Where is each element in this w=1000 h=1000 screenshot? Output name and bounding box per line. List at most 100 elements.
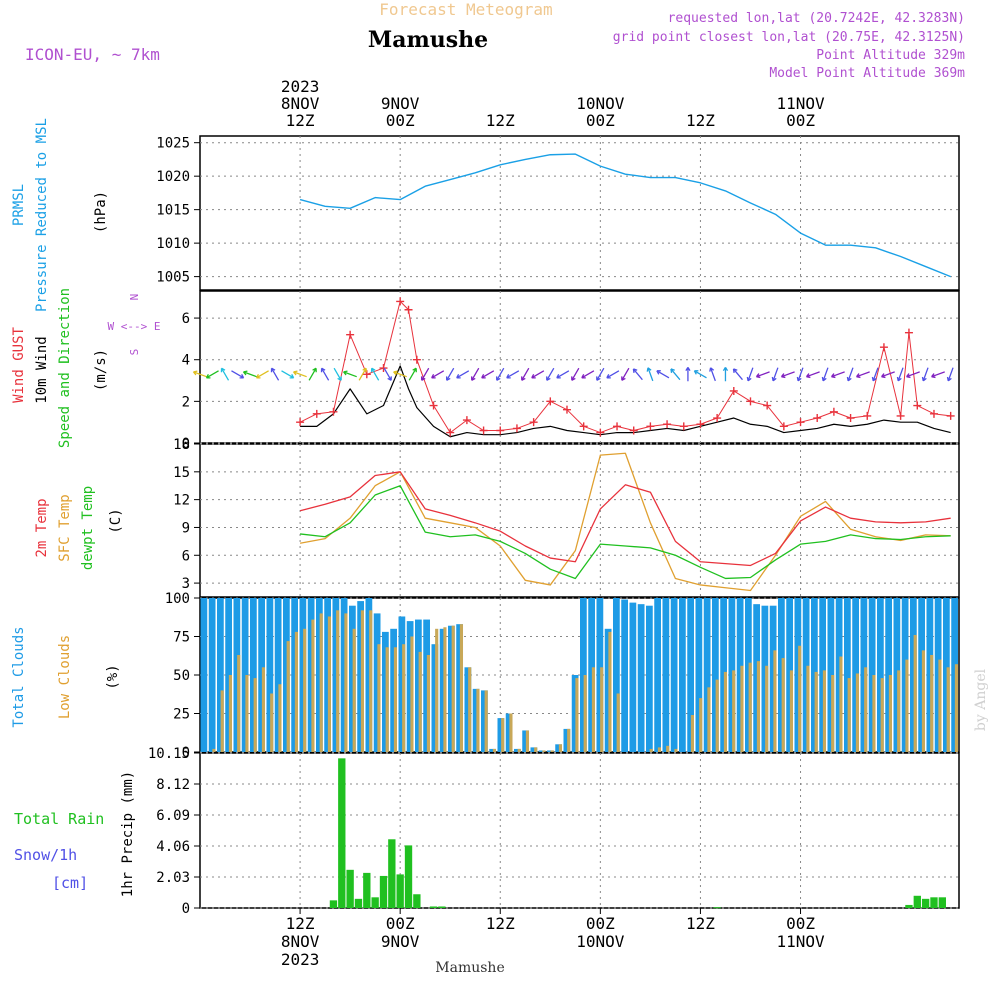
rain-bar: [396, 874, 404, 908]
top-date-label: 10NOV: [576, 94, 625, 113]
total-cloud-bar: [695, 598, 703, 752]
compass-north: N: [128, 294, 141, 301]
clouds-title-1: Total Clouds: [11, 626, 27, 727]
wind-direction-arrow: [596, 367, 605, 381]
low-cloud-bar: [501, 718, 505, 752]
wind-axis-tick-label: 4: [182, 353, 190, 369]
bottom-date-label: 10NOV: [576, 932, 625, 951]
pressure-line: [299, 153, 951, 278]
total-cloud-bar: [761, 605, 769, 752]
total-cloud-bar: [225, 598, 232, 752]
low-cloud-bar: [872, 675, 876, 752]
low-cloud-bar: [377, 644, 381, 752]
low-cloud-bar: [657, 747, 662, 752]
total-cloud-bar: [910, 598, 917, 752]
total-cloud-bar: [547, 750, 554, 752]
gust-marker: [796, 418, 805, 427]
wind-direction-arrow: [855, 371, 870, 379]
total-cloud-bar: [646, 605, 653, 752]
top-year-label: 2023: [281, 77, 320, 96]
gust-marker: [946, 411, 955, 420]
panel-frames: [199, 135, 960, 909]
wind-direction-arrow: [308, 367, 317, 381]
low-cloud-bar: [847, 678, 851, 752]
low-cloud-bar: [616, 693, 620, 752]
wind-direction-arrow: [556, 370, 570, 379]
total-cloud-bar: [654, 598, 661, 752]
wind-axis-tick-label: 6: [182, 311, 190, 327]
clouds-axis-tick-label: 0: [182, 745, 190, 761]
temp-unit: (C): [108, 508, 124, 533]
wind-direction-arrow: [722, 366, 729, 382]
low-cloud-bar: [402, 644, 406, 752]
total-cloud-bar: [893, 598, 901, 752]
wind-direction-arrow: [281, 370, 295, 379]
total-cloud-bar: [703, 598, 711, 752]
rain-bar: [913, 895, 921, 908]
wind-direction-arrow: [931, 371, 945, 379]
total-cloud-bar: [514, 748, 521, 752]
pressure-title-2: Pressure Reduced to MSL: [34, 118, 50, 312]
total-cloud-bar: [852, 598, 859, 752]
total-cloud-bar: [934, 598, 942, 752]
total-cloud-bar: [258, 598, 265, 752]
low-cloud-bar: [567, 728, 571, 752]
bottom-date-label: 11NOV: [776, 932, 825, 951]
wind-direction-arrow: [755, 371, 770, 379]
low-cloud-bar: [525, 730, 530, 752]
low-cloud-bar: [509, 713, 513, 752]
wind-direction-arrow: [393, 370, 407, 378]
low-cloud-bar: [674, 748, 678, 752]
wind-direction-arrow: [881, 371, 895, 379]
low-cloud-bar: [418, 651, 422, 752]
precip-axis-tick-label: 4.06: [156, 839, 190, 855]
rain-bar: [921, 898, 930, 908]
bottom-date-label: 8NOV: [281, 932, 320, 951]
total-cloud-bar: [918, 598, 925, 752]
low-cloud-bar: [542, 750, 546, 752]
wind-unit: (m/s): [93, 349, 109, 391]
total-cloud-bar: [596, 598, 604, 752]
low-cloud-bar: [212, 748, 216, 752]
low-cloud-bar: [476, 688, 480, 752]
total-cloud-bar: [497, 718, 505, 752]
wind-direction-arrow: [420, 367, 430, 381]
gust-marker: [613, 422, 622, 431]
low-cloud-bar: [839, 656, 843, 752]
pressure-axis-tick-label: 1025: [156, 136, 190, 152]
low-cloud-bar: [715, 679, 719, 752]
top-hour-label: 00Z: [786, 111, 815, 130]
low-cloud-bar: [278, 684, 282, 752]
low-cloud-bar: [294, 631, 299, 752]
total-cloud-bar: [563, 728, 571, 752]
temp-title-2: SFC Temp: [57, 494, 73, 561]
low-cloud-bar: [426, 654, 431, 752]
rain-bar: [938, 897, 946, 908]
wind-direction-arrow: [780, 371, 795, 379]
low-cloud-bar: [913, 634, 917, 752]
rain-bar: [354, 898, 363, 908]
bottom-hour-label: 00Z: [586, 914, 615, 933]
clouds-title-2: Low Clouds: [57, 635, 73, 719]
temp-axis-tick-label: 6: [182, 548, 190, 564]
bottom-year-label: 2023: [281, 950, 320, 969]
rain-bar: [329, 900, 338, 908]
low-cloud-bar: [245, 675, 249, 752]
precip-panel: 1hr Precip (mm) Total Rain Snow/1h [cm] …: [14, 746, 959, 917]
low-cloud-bar: [888, 675, 893, 752]
wind-direction-arrow: [656, 370, 670, 379]
wind-direction-arrow: [192, 370, 207, 378]
total-cloud-bar: [736, 598, 744, 752]
gust-marker: [579, 422, 588, 431]
point-altitude: Point Altitude 329m: [816, 48, 965, 63]
gust-marker: [346, 330, 355, 339]
low-cloud-bar: [864, 667, 868, 752]
total-cloud-bar: [241, 598, 249, 752]
legend-total-rain: Total Rain: [14, 810, 104, 828]
wind-axis-tick-label: 2: [182, 394, 190, 410]
bottom-hour-label: 12Z: [486, 914, 515, 933]
panel-frame: [199, 135, 960, 291]
wind-direction-arrow: [906, 371, 920, 379]
wind-direction-arrow: [255, 370, 269, 379]
